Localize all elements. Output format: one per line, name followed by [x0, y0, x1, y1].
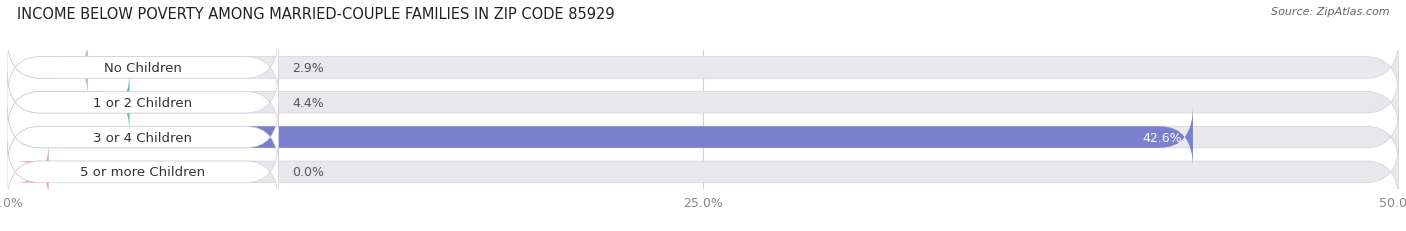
Text: 42.6%: 42.6%	[1142, 131, 1182, 144]
Text: 5 or more Children: 5 or more Children	[80, 166, 205, 179]
FancyBboxPatch shape	[7, 72, 129, 134]
FancyBboxPatch shape	[7, 72, 278, 134]
Text: 3 or 4 Children: 3 or 4 Children	[93, 131, 193, 144]
FancyBboxPatch shape	[7, 107, 278, 168]
FancyBboxPatch shape	[7, 107, 1192, 168]
FancyBboxPatch shape	[7, 72, 1399, 134]
FancyBboxPatch shape	[7, 141, 1399, 203]
Text: 2.9%: 2.9%	[292, 62, 325, 75]
FancyBboxPatch shape	[7, 37, 1399, 99]
Text: INCOME BELOW POVERTY AMONG MARRIED-COUPLE FAMILIES IN ZIP CODE 85929: INCOME BELOW POVERTY AMONG MARRIED-COUPL…	[17, 7, 614, 22]
FancyBboxPatch shape	[7, 37, 87, 99]
Text: 4.4%: 4.4%	[292, 96, 325, 109]
Text: 1 or 2 Children: 1 or 2 Children	[93, 96, 193, 109]
FancyBboxPatch shape	[7, 107, 1399, 168]
Text: No Children: No Children	[104, 62, 181, 75]
Text: Source: ZipAtlas.com: Source: ZipAtlas.com	[1271, 7, 1389, 17]
Text: 0.0%: 0.0%	[292, 166, 325, 179]
FancyBboxPatch shape	[7, 141, 49, 203]
FancyBboxPatch shape	[7, 37, 278, 99]
FancyBboxPatch shape	[7, 141, 278, 203]
